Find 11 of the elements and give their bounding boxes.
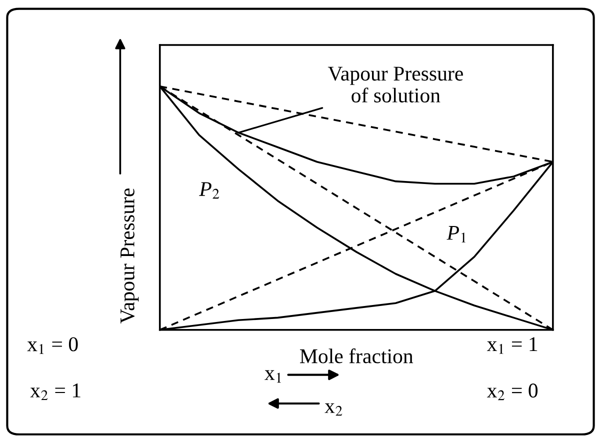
text: x$_{1}$ = 1 <box>486 337 538 354</box>
text: x$_{2}$ <box>324 403 342 416</box>
annotation: Vapour Pressure of solution <box>328 66 463 102</box>
annotation: P$_{2}$ <box>199 182 220 199</box>
text: x$_{2}$ = 1 <box>30 384 80 400</box>
annotation: P$_{1}$ <box>446 226 466 242</box>
y-axis-title: Vapour Pressure <box>120 188 139 324</box>
text: x$_{2}$ = 0 <box>486 384 538 400</box>
text: x$_{1}$ = 0 <box>27 337 78 354</box>
x-axis-title: Mole fraction <box>300 348 414 364</box>
text: x$_{1}$ <box>264 370 281 383</box>
